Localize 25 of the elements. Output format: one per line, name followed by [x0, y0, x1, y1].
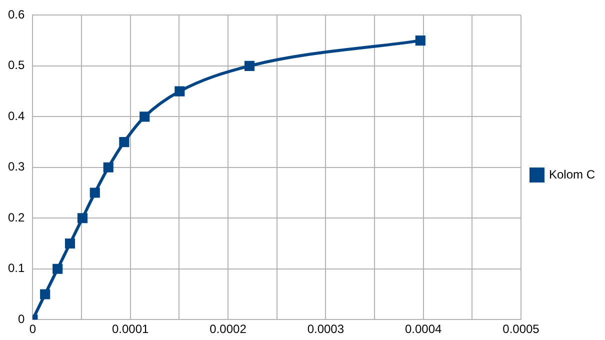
point [64, 238, 76, 249]
y-tick-label: 0.1 [8, 261, 25, 276]
x-tick-label: 0.0003 [307, 322, 344, 336]
legend-label: Kolom C [548, 167, 596, 182]
point [103, 162, 114, 172]
y-tick-label: 0.3 [8, 160, 25, 174]
y-tick-label: 0.5 [8, 58, 25, 72]
y-tick-label: 0.6 [8, 8, 25, 22]
x-tick-label: 0 [29, 322, 36, 336]
x-tick-label: 0.0002 [210, 322, 247, 336]
y-tick-label: 0 [18, 312, 25, 326]
point [77, 213, 88, 224]
point [415, 36, 426, 46]
x-tick-label: 0.0004 [404, 322, 442, 336]
point [140, 112, 150, 122]
point [174, 86, 185, 96]
y-tick-label: 0.2 [8, 210, 25, 224]
x-tick-label: 0.0005 [502, 322, 540, 336]
point [52, 264, 63, 274]
x-tick-label: 0.0001 [112, 322, 150, 336]
point [244, 60, 255, 71]
y-tick-label: 0.4 [8, 108, 25, 123]
point [119, 137, 130, 148]
point [90, 188, 100, 198]
point [40, 289, 50, 300]
